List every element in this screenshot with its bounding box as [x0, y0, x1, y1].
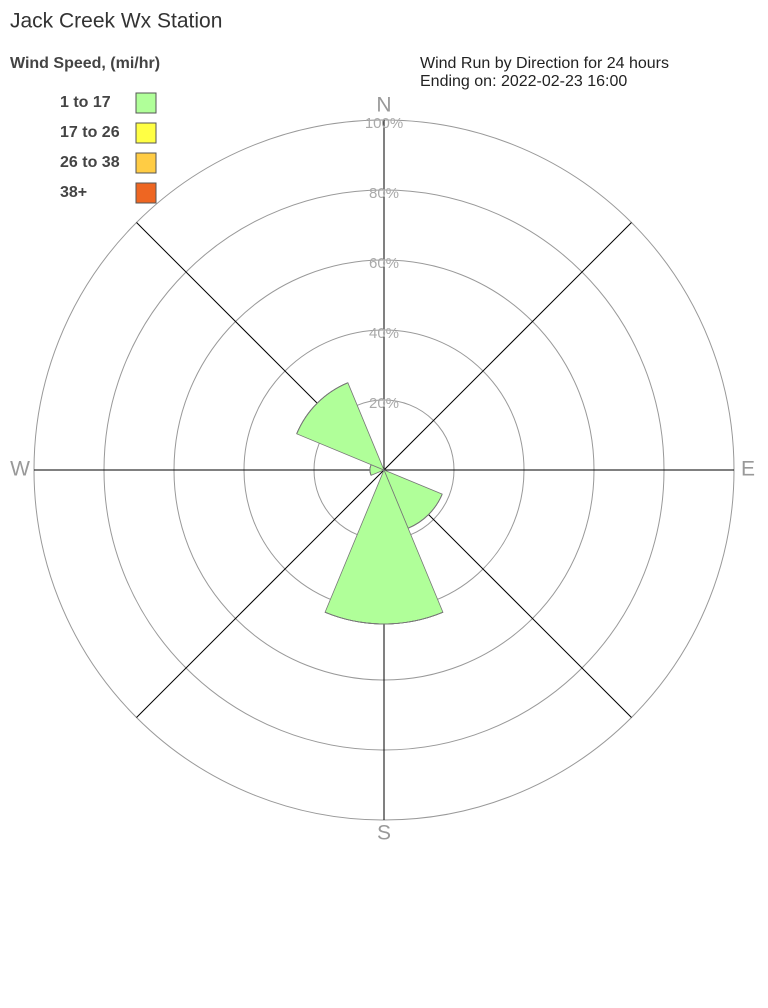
- legend-swatch: [135, 182, 157, 204]
- legend-swatch: [135, 122, 157, 144]
- r-tick-label: 20%: [369, 395, 399, 412]
- direction-label: E: [741, 458, 755, 481]
- direction-label: W: [10, 458, 30, 481]
- legend-swatch: [135, 92, 157, 114]
- direction-label: S: [377, 822, 391, 845]
- legend-label: 38+: [60, 184, 87, 201]
- legend-label: 26 to 38: [60, 154, 120, 171]
- direction-label: N: [376, 94, 391, 117]
- chart-title: Jack Creek Wx Station: [10, 10, 222, 33]
- r-tick-label: 80%: [369, 185, 399, 202]
- wedge: [324, 611, 444, 625]
- legend-title: Wind Speed, (mi/hr): [10, 55, 160, 72]
- legend-label: 17 to 26: [60, 124, 120, 141]
- subtitle: Ending on: 2022-02-23 16:00: [420, 73, 627, 90]
- r-tick-label: 60%: [369, 255, 399, 272]
- legend-label: 1 to 17: [60, 94, 111, 111]
- wedge: [296, 382, 348, 434]
- r-tick-label: 100%: [365, 115, 403, 132]
- legend-swatch: [135, 152, 157, 174]
- r-tick-label: 40%: [369, 325, 399, 342]
- subtitle: Wind Run by Direction for 24 hours: [420, 55, 669, 72]
